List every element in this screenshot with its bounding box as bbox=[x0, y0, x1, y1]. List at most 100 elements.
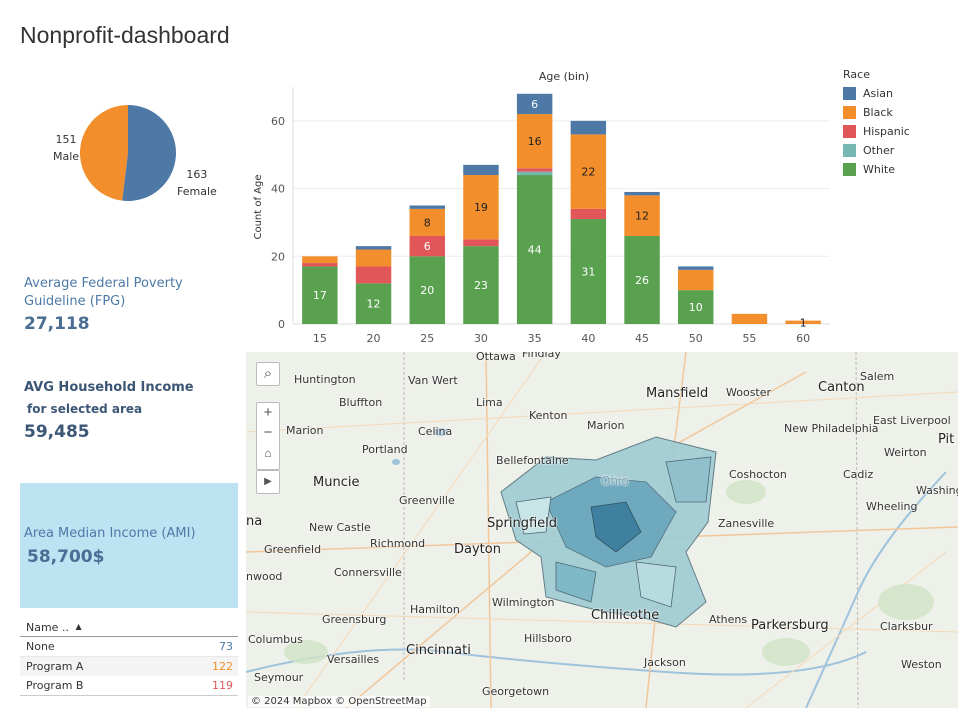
map-label: Georgetown bbox=[482, 685, 550, 698]
map-label: Ottawa bbox=[476, 352, 516, 363]
pie-female-value: 163 bbox=[186, 168, 208, 181]
y-tick-label: 20 bbox=[271, 250, 285, 263]
legend-item-white[interactable]: White bbox=[843, 160, 910, 179]
bar-segment-hispanic[interactable] bbox=[463, 239, 499, 247]
bar-segment-white[interactable] bbox=[463, 246, 499, 324]
bar-segment-white[interactable] bbox=[409, 256, 445, 324]
ami-kpi-box: Area Median Income (AMI) 58,700$ bbox=[20, 483, 238, 608]
bar-segment-black[interactable] bbox=[570, 134, 607, 209]
home-icon[interactable]: ⌂ bbox=[264, 446, 272, 460]
household-label: AVG Household Income bbox=[24, 380, 194, 395]
bar-segment-white[interactable] bbox=[516, 175, 553, 324]
pie-slice-female[interactable] bbox=[122, 105, 177, 201]
bar-segment-white[interactable] bbox=[355, 283, 392, 324]
bar-segment-other[interactable] bbox=[516, 171, 553, 176]
bar-segment-hispanic[interactable] bbox=[516, 168, 553, 172]
bar-segment-black[interactable] bbox=[624, 195, 660, 236]
map-label: Marion bbox=[286, 424, 324, 437]
search-icon[interactable]: ⌕ bbox=[256, 362, 280, 386]
program-name: None bbox=[26, 640, 55, 653]
legend-item-asian[interactable]: Asian bbox=[843, 84, 910, 103]
x-tick-label: 60 bbox=[796, 332, 810, 345]
map-label: Salem bbox=[860, 370, 895, 383]
bar-segment-asian[interactable] bbox=[409, 205, 445, 209]
legend-swatch bbox=[843, 106, 856, 119]
bar-segment-black[interactable] bbox=[355, 249, 392, 267]
table-row[interactable]: Program A 122 bbox=[20, 657, 238, 676]
bar-data-label: 17 bbox=[313, 289, 327, 302]
map-label: Versailles bbox=[327, 653, 380, 666]
legend-item-hispanic[interactable]: Hispanic bbox=[843, 122, 910, 141]
bar-segment-black[interactable] bbox=[409, 208, 445, 236]
bar-data-label: 6 bbox=[424, 240, 431, 253]
legend-item-other[interactable]: Other bbox=[843, 141, 910, 160]
map-label: Huntington bbox=[294, 373, 356, 386]
bar-data-label: 16 bbox=[528, 135, 542, 148]
bar-segment-hispanic[interactable] bbox=[409, 235, 445, 257]
bar-segment-hispanic[interactable] bbox=[302, 263, 338, 267]
map-label: na bbox=[246, 514, 263, 529]
legend-item-black[interactable]: Black bbox=[843, 103, 910, 122]
bar-segment-hispanic[interactable] bbox=[355, 266, 392, 284]
bar-segment-asian[interactable] bbox=[516, 93, 553, 115]
age-bar-chart[interactable]: Age (bin) Count of Age 17122068231944166… bbox=[245, 62, 840, 352]
bar-data-label: 19 bbox=[474, 201, 488, 214]
map-label: Van Wert bbox=[408, 374, 458, 387]
x-tick-label: 50 bbox=[689, 332, 703, 345]
bar-segment-white[interactable] bbox=[678, 290, 714, 324]
pie-label-male: 151 Male bbox=[53, 131, 79, 165]
map-label: Springfield bbox=[487, 516, 558, 531]
table-row[interactable]: None 73 bbox=[20, 637, 238, 657]
bar-segment-asian[interactable] bbox=[570, 120, 607, 135]
legend-label: Other bbox=[863, 144, 895, 157]
bar-data-label: 1 bbox=[800, 316, 807, 329]
bar-segment-hispanic[interactable] bbox=[570, 208, 607, 220]
household-sublabel: for selected area bbox=[27, 402, 143, 416]
program-name: Program A bbox=[26, 660, 84, 673]
map-label: nwood bbox=[246, 570, 283, 583]
map-label: Zanesville bbox=[718, 517, 775, 530]
sort-icon[interactable]: ▲ bbox=[75, 622, 82, 631]
bar-segment-asian[interactable] bbox=[624, 191, 660, 196]
bar-segment-asian[interactable] bbox=[678, 266, 714, 270]
play-icon[interactable]: ▶ bbox=[256, 470, 280, 494]
race-legend: Race Asian Black Hispanic Other White bbox=[843, 68, 910, 179]
bar-segment-black[interactable] bbox=[516, 114, 553, 169]
x-tick-label: 40 bbox=[581, 332, 595, 345]
bar-segment-white[interactable] bbox=[624, 235, 660, 324]
bar-segment-black[interactable] bbox=[463, 175, 499, 240]
program-table-header[interactable]: Name .. ▲ bbox=[20, 617, 238, 637]
zoom-controls: + − ⌂ bbox=[256, 402, 280, 470]
map-label: Weirton bbox=[884, 446, 927, 459]
map-label: Mansfield bbox=[646, 386, 709, 401]
bar-segment-asian[interactable] bbox=[463, 164, 499, 176]
map-label: Findlay bbox=[522, 352, 561, 360]
map-label: Pit bbox=[938, 432, 955, 447]
x-tick-label: 55 bbox=[742, 332, 756, 345]
legend-swatch bbox=[843, 144, 856, 157]
map-view[interactable]: ⌕ + − ⌂ ▶ Ottawa Findlay Huntington Van … bbox=[246, 352, 958, 708]
table-row[interactable]: Program B 119 bbox=[20, 676, 238, 696]
program-value: 122 bbox=[212, 660, 233, 673]
gender-pie-chart[interactable]: 151 Male 163 Female bbox=[20, 95, 245, 235]
household-income-kpi: AVG Household Income for selected area 5… bbox=[24, 380, 239, 442]
program-value: 73 bbox=[219, 640, 233, 653]
bar-segment-black[interactable] bbox=[731, 313, 768, 324]
fpg-label: Average Federal Poverty Guideline (FPG) bbox=[24, 276, 183, 309]
map-label: Kenton bbox=[529, 409, 568, 422]
map-label: Greenfield bbox=[264, 543, 322, 556]
bar-segment-black[interactable] bbox=[678, 269, 714, 291]
bar-segment-white[interactable] bbox=[302, 266, 338, 324]
pie-slice-male[interactable] bbox=[80, 105, 128, 201]
bar-segment-asian[interactable] bbox=[355, 246, 392, 250]
chart-title: Age (bin) bbox=[539, 70, 589, 83]
gender-pie-svg bbox=[80, 105, 177, 201]
map-attribution[interactable]: © 2024 Mapbox © OpenStreetMap bbox=[248, 696, 430, 707]
bar-segment-white[interactable] bbox=[570, 219, 607, 324]
zoom-in-icon[interactable]: + bbox=[263, 404, 273, 421]
zoom-out-icon[interactable]: − bbox=[263, 424, 273, 441]
bar-data-label: 20 bbox=[420, 284, 434, 297]
bar-segment-black[interactable] bbox=[302, 256, 338, 264]
bar-segment-black[interactable] bbox=[785, 320, 821, 324]
legend-label: Hispanic bbox=[863, 125, 910, 138]
